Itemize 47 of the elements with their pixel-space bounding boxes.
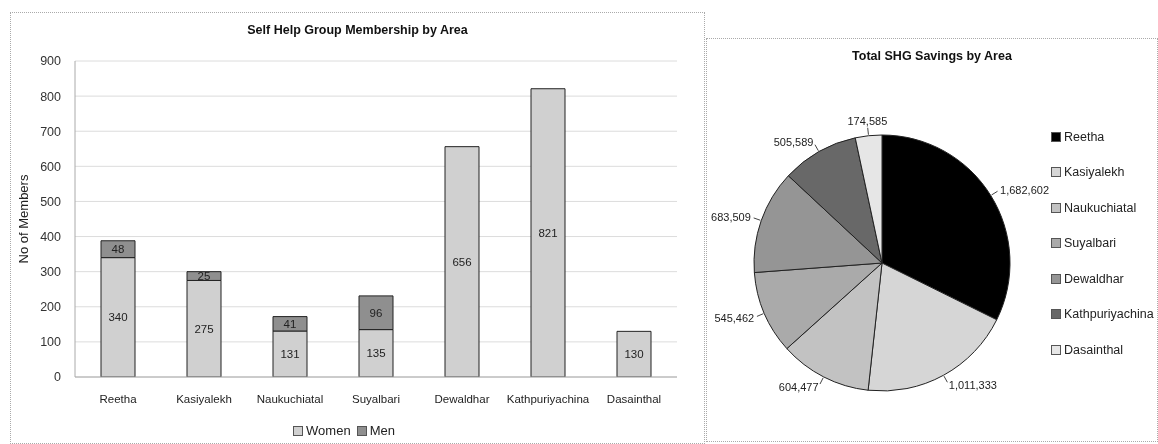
legend-label: Women [306, 423, 351, 438]
y-tick-label: 200 [40, 300, 62, 315]
legend-label: Dewaldhar [1064, 271, 1124, 286]
y-tick-label: 900 [40, 54, 62, 69]
legend-label: Suyalbari [1064, 236, 1117, 251]
data-label: 41 [283, 317, 297, 330]
legend-label: Naukuchiatal [1064, 200, 1137, 215]
data-label: 130 [624, 348, 644, 361]
y-tick-label: 500 [40, 194, 62, 209]
y-tick-label: 100 [40, 335, 62, 350]
data-label: 174,585 [847, 114, 888, 127]
data-label: 604,477 [778, 380, 819, 393]
y-tick-label: 700 [40, 124, 62, 139]
legend-label: Men [369, 423, 395, 438]
y-tick-label: 0 [54, 370, 62, 385]
x-tick-label: Kathpuriyachina [506, 393, 590, 406]
x-tick-label: Dewaldhar [434, 393, 490, 406]
x-tick-label: Kasiyalekh [176, 393, 232, 406]
legend-label: Kathpuriyachina [1064, 307, 1154, 322]
data-label: 1,011,333 [948, 378, 997, 391]
data-label: 131 [280, 348, 300, 360]
x-tick-label: Naukuchiatal [256, 393, 324, 406]
data-label: 48 [111, 243, 125, 256]
data-label: 821 [538, 226, 558, 239]
data-label: 275 [194, 322, 214, 335]
y-tick-label: 800 [40, 89, 62, 104]
legend-label: Reetha [1064, 129, 1105, 144]
data-label: 135 [366, 347, 386, 360]
y-tick-label: 400 [40, 229, 62, 244]
x-tick-label: Reetha [99, 393, 138, 406]
data-label: 96 [369, 306, 383, 319]
data-label: 25 [197, 270, 211, 283]
data-label: 545,462 [714, 311, 755, 324]
y-tick-label: 300 [40, 265, 62, 280]
x-tick-label: Dasainthal [606, 393, 662, 406]
y-tick-label: 600 [40, 159, 62, 174]
x-tick-label: Suyalbari [352, 393, 400, 406]
data-label: 656 [452, 255, 472, 268]
data-label: 683,509 [711, 210, 751, 223]
data-label: 505,589 [773, 136, 814, 149]
data-label: 340 [108, 311, 128, 324]
legend-label: Kasiyalekh [1064, 165, 1125, 180]
chart-title: Total SHG Savings by Area [851, 49, 1013, 63]
legend-label: Dasainthal [1064, 342, 1124, 357]
chart-title: Self Help Group Membership by Area [246, 23, 469, 37]
data-label: 1,682,602 [1000, 183, 1050, 196]
y-axis-title: No of Members [15, 174, 31, 264]
